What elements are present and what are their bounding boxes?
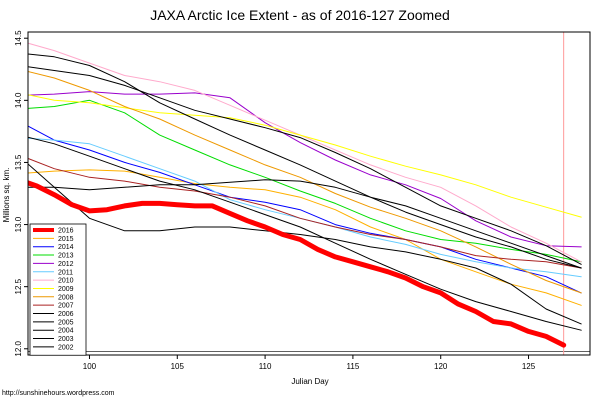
x-axis: 100 105 110 115 120 125 <box>83 355 536 371</box>
legend-label-2004: 2004 <box>58 328 74 335</box>
legend-box <box>29 223 87 356</box>
legend-label-2003: 2003 <box>58 336 74 343</box>
series-line-2002 <box>28 179 582 269</box>
y-tick-label: 13.0 <box>14 216 23 232</box>
legend-label-2007: 2007 <box>58 303 74 310</box>
y-axis: 12.0 12.5 13.0 13.5 14.0 14.5 <box>14 30 28 357</box>
legend-label-2005: 2005 <box>58 319 74 326</box>
legend-label-2013: 2013 <box>58 253 74 260</box>
series-line-2015 <box>28 169 582 306</box>
x-tick-label: 100 <box>83 362 97 371</box>
x-axis-label: Julian Day <box>291 377 328 386</box>
y-tick-label: 12.5 <box>14 278 23 294</box>
legend-label-2010: 2010 <box>58 278 74 285</box>
series-line-2004 <box>28 66 582 265</box>
series-line-2014 <box>28 125 582 294</box>
legend-label-2009: 2009 <box>58 286 74 293</box>
plot-frame <box>27 31 591 356</box>
legend-label-2006: 2006 <box>58 311 74 318</box>
x-tick-label: 115 <box>347 362 360 371</box>
y-tick-label: 14.5 <box>14 30 23 46</box>
legend-label-2008: 2008 <box>58 294 74 301</box>
x-tick-label: 125 <box>522 362 536 371</box>
legend-label-2011: 2011 <box>58 269 73 276</box>
legend-label-2014: 2014 <box>58 244 74 251</box>
series-line-2008 <box>28 70 582 294</box>
series-line-2009 <box>28 94 582 218</box>
y-tick-label: 13.5 <box>14 154 23 170</box>
legend-label-2002: 2002 <box>58 344 74 351</box>
source-note: http://sunshinehours.wordpress.com <box>2 390 115 397</box>
series-line-2016 <box>28 180 567 348</box>
series-line-2013 <box>28 99 582 263</box>
series-line-2006 <box>28 136 582 331</box>
y-axis-label: Millions sq. km. <box>2 168 11 223</box>
x-tick-label: 120 <box>434 362 448 371</box>
x-tick-label: 105 <box>171 362 185 371</box>
legend-label-2012: 2012 <box>58 261 74 268</box>
series-line-2003 <box>28 163 582 325</box>
chart-title: JAXA Arctic Ice Extent - as of 2016-127 … <box>150 7 450 23</box>
x-tick-label: 110 <box>259 362 272 371</box>
y-tick-label: 14.0 <box>14 92 23 108</box>
series-line-2005 <box>28 53 582 269</box>
y-tick-label: 12.0 <box>14 340 23 356</box>
series-line-2007 <box>28 157 582 269</box>
legend-label-2016: 2016 <box>58 228 74 235</box>
series-layer <box>28 32 590 355</box>
legend-label-2015: 2015 <box>58 236 74 243</box>
series-line-2012 <box>28 91 582 248</box>
